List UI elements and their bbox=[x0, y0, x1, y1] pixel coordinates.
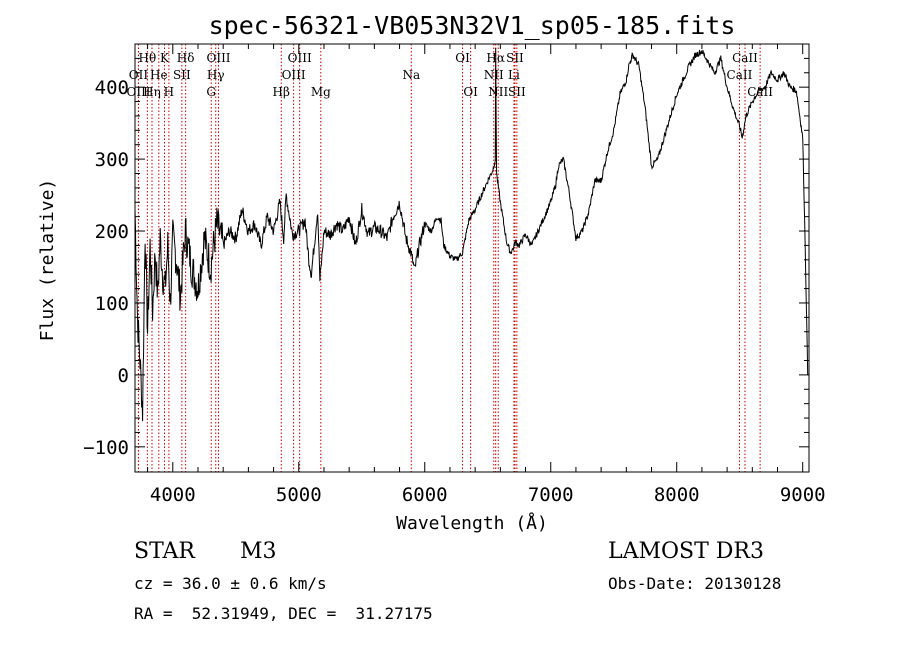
y-tick-label: 400 bbox=[95, 77, 129, 99]
spectral-line-label: CaII bbox=[732, 51, 758, 65]
spectral-line-label: OIII bbox=[282, 68, 306, 82]
spectral-line-label: OIII bbox=[206, 51, 230, 65]
spectral-line-label: OI bbox=[463, 85, 478, 99]
spectral-line-label: NII bbox=[484, 68, 504, 82]
observation-date: Obs-Date: 20130128 bbox=[608, 574, 782, 593]
flux-line bbox=[134, 47, 809, 422]
spectral-line-label: OI bbox=[455, 51, 470, 65]
spectral-line-label: SII bbox=[506, 51, 524, 65]
x-tick-label: 4000 bbox=[150, 484, 196, 506]
spectral-line-label: Hα bbox=[486, 51, 505, 65]
spectral-line-label: Hβ bbox=[273, 85, 290, 99]
spectral-line-label: Na bbox=[402, 68, 420, 82]
axis-ticks bbox=[135, 44, 809, 472]
spectral-line-label: Hθ bbox=[138, 51, 156, 65]
spectral-line-label: Li bbox=[508, 68, 520, 82]
y-tick-label: 200 bbox=[95, 221, 129, 243]
coordinates: RA = 52.31949, DEC = 31.27175 bbox=[134, 604, 433, 623]
object-class: STAR bbox=[134, 539, 195, 564]
spectral-line-label: SII bbox=[508, 85, 526, 99]
spectral-line-label: OIII bbox=[126, 85, 150, 99]
y-tick-label: 100 bbox=[95, 293, 129, 315]
x-tick-label: 9000 bbox=[780, 484, 826, 506]
object-subclass: M3 bbox=[240, 539, 277, 564]
y-tick-label: −100 bbox=[83, 437, 129, 459]
x-tick-labels: 4000 5000 6000 7000 8000 9000 bbox=[150, 484, 826, 506]
spectral-line-label: SII bbox=[173, 68, 191, 82]
spectral-line-label: CaII bbox=[727, 68, 753, 82]
spectral-line-label: Mg bbox=[311, 85, 331, 99]
spectral-line-label: CaII bbox=[747, 85, 773, 99]
spectral-line-label: Hγ bbox=[207, 68, 225, 82]
spectral-line-label: Hη bbox=[143, 85, 161, 99]
y-tick-labels: −100 0 100 200 300 400 bbox=[83, 77, 129, 459]
spectral-line-label: G bbox=[206, 85, 216, 99]
plot-frame bbox=[134, 43, 810, 473]
spectral-line-label: OII bbox=[129, 68, 149, 82]
x-axis-label: Wavelength (Å) bbox=[396, 512, 548, 534]
y-axis-label: Flux (relative) bbox=[37, 179, 58, 342]
redshift-cz: cz = 36.0 ± 0.6 km/s bbox=[134, 574, 327, 593]
y-tick-label: 300 bbox=[95, 149, 129, 171]
spectral-line-markers bbox=[137, 44, 761, 472]
spectral-line-label: NII bbox=[488, 85, 508, 99]
chart-title: spec-56321-VB053N32V1_sp05-185.fits bbox=[209, 11, 736, 40]
spectral-line-label: Hδ bbox=[177, 51, 195, 65]
spectral-line-label: H bbox=[164, 85, 174, 99]
spectral-line-label: OIII bbox=[288, 51, 312, 65]
flux-series bbox=[134, 47, 809, 422]
x-tick-label: 5000 bbox=[276, 484, 322, 506]
y-tick-label: 0 bbox=[118, 365, 129, 387]
survey-name: LAMOST DR3 bbox=[608, 539, 764, 564]
spectral-line-label: He bbox=[150, 68, 168, 82]
spectral-line-label: K bbox=[160, 51, 170, 65]
x-tick-label: 6000 bbox=[402, 484, 448, 506]
x-tick-label: 8000 bbox=[654, 484, 700, 506]
x-tick-label: 7000 bbox=[528, 484, 574, 506]
